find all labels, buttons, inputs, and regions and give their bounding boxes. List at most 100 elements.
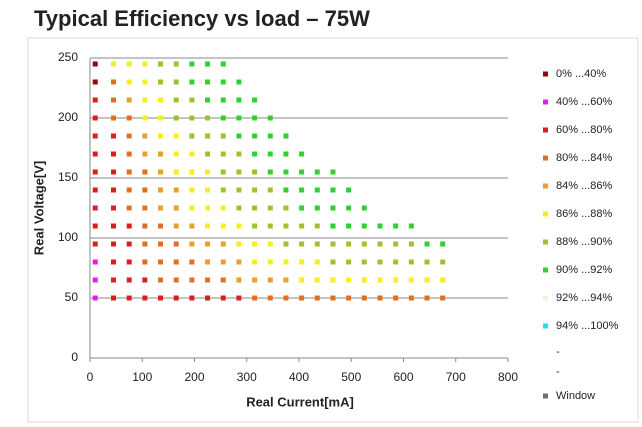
legend-label: 80% ...84% (556, 152, 612, 164)
point (173, 205, 179, 211)
point (267, 259, 273, 265)
point (189, 277, 195, 283)
point (346, 205, 352, 211)
point (361, 259, 367, 265)
point (252, 115, 258, 121)
point (299, 169, 305, 175)
point (92, 187, 98, 193)
point (126, 115, 132, 121)
point (314, 259, 320, 265)
point (142, 223, 148, 229)
point (361, 295, 367, 301)
point (330, 259, 336, 265)
point (142, 169, 148, 175)
point (220, 133, 226, 139)
point (408, 277, 414, 283)
point (283, 223, 289, 229)
point (252, 205, 258, 211)
point (252, 295, 258, 301)
point (126, 277, 132, 283)
x-tick-label: 400 (289, 370, 309, 384)
point (126, 61, 132, 67)
point (236, 259, 242, 265)
point (424, 277, 430, 283)
point (142, 61, 148, 67)
point (314, 241, 320, 247)
point (408, 295, 414, 301)
point (126, 79, 132, 85)
point (330, 295, 336, 301)
point (220, 115, 226, 121)
point (205, 115, 211, 121)
point (314, 223, 320, 229)
point (189, 205, 195, 211)
point (142, 259, 148, 265)
point (142, 133, 148, 139)
point (440, 295, 446, 301)
point (361, 205, 367, 211)
point (205, 97, 211, 103)
point (142, 295, 148, 301)
point (252, 133, 258, 139)
point (189, 97, 195, 103)
point (267, 277, 273, 283)
point (440, 259, 446, 265)
point (111, 97, 117, 103)
point (220, 205, 226, 211)
point (220, 187, 226, 193)
point (158, 61, 164, 67)
point (189, 223, 195, 229)
point (158, 97, 164, 103)
point (252, 97, 258, 103)
point (252, 241, 258, 247)
point (158, 115, 164, 121)
legend-marker (543, 239, 548, 245)
point (126, 133, 132, 139)
point (126, 97, 132, 103)
x-axis-label: Real Current[mA] (246, 394, 354, 409)
point (220, 79, 226, 85)
point (205, 205, 211, 211)
point (205, 151, 211, 157)
legend-label: 86% ...88% (556, 208, 612, 220)
legend-label: 0% ...40% (556, 68, 606, 80)
point (377, 277, 383, 283)
legend-marker (543, 393, 548, 399)
point (330, 277, 336, 283)
point (283, 169, 289, 175)
point (283, 277, 289, 283)
point (283, 259, 289, 265)
point (252, 259, 258, 265)
point (111, 295, 117, 301)
point (92, 61, 98, 67)
point (92, 295, 98, 301)
point (440, 277, 446, 283)
legend-label: 60% ...80% (556, 124, 612, 136)
point (126, 223, 132, 229)
point (111, 115, 117, 121)
point (189, 79, 195, 85)
point (236, 133, 242, 139)
point (267, 133, 273, 139)
point (236, 151, 242, 157)
point (220, 295, 226, 301)
point (252, 187, 258, 193)
legend-label: 92% ...94% (556, 292, 612, 304)
x-tick-label: 500 (341, 370, 361, 384)
point (205, 133, 211, 139)
point (267, 241, 273, 247)
point (283, 187, 289, 193)
point (283, 205, 289, 211)
point (158, 277, 164, 283)
point (142, 151, 148, 157)
point (393, 223, 399, 229)
point (142, 79, 148, 85)
point (92, 79, 98, 85)
point (393, 277, 399, 283)
point (236, 115, 242, 121)
point (205, 187, 211, 193)
point (158, 223, 164, 229)
point (252, 151, 258, 157)
point (111, 79, 117, 85)
point (189, 115, 195, 121)
